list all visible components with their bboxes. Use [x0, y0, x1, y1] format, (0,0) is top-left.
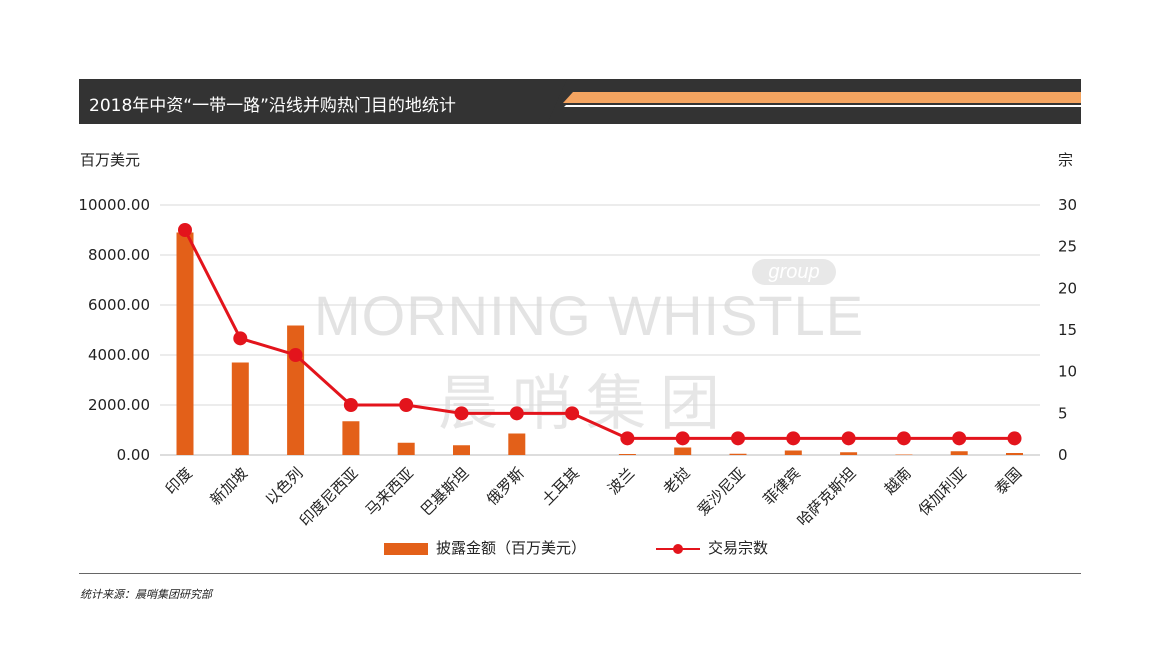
right-tick-label: 15: [1058, 321, 1077, 339]
right-axis-ticks: 0 5 10 15 20 25 30: [1058, 196, 1077, 464]
line-point: [952, 431, 967, 446]
bar: [176, 232, 194, 455]
category-label: 保加利亚: [915, 464, 970, 519]
left-tick-label: 0.00: [117, 446, 150, 464]
legend-line-label: 交易宗数: [708, 539, 769, 557]
bar: [950, 451, 968, 455]
line-point: [896, 431, 911, 446]
category-label: 菲律宾: [760, 464, 805, 509]
right-tick-label: 5: [1058, 404, 1068, 422]
legend-bar-label: 披露金额（百万美元）: [436, 539, 587, 557]
bar: [674, 447, 692, 455]
category-label: 印度: [162, 464, 196, 498]
legend-item-bar: 披露金额（百万美元）: [384, 537, 586, 558]
category-label: 哈萨克斯坦: [794, 464, 860, 530]
line-point: [399, 398, 414, 412]
right-tick-label: 10: [1058, 363, 1077, 381]
right-tick-label: 0: [1058, 446, 1068, 464]
right-tick-label: 20: [1058, 279, 1077, 297]
line-point: [509, 406, 524, 421]
category-label: 俄罗斯: [483, 464, 528, 509]
page-title: 2018年中资“一带一路”沿线并购热门目的地统计: [89, 96, 456, 116]
line-point: [343, 398, 358, 412]
bar: [1006, 453, 1023, 455]
left-tick-label: 6000.00: [88, 296, 150, 314]
category-label: 新加坡: [207, 464, 252, 509]
line-point: [675, 431, 690, 446]
bar: [508, 433, 526, 455]
title-accent-stripe: [547, 79, 1081, 124]
line-point: [620, 431, 635, 446]
accent-stripe-orange: [563, 92, 1081, 103]
line-point: [841, 431, 856, 446]
legend-line-swatch: [656, 542, 700, 556]
bar: [342, 421, 360, 455]
bar: [231, 362, 249, 455]
left-tick-label: 8000.00: [88, 246, 150, 264]
series-line: [183, 229, 1015, 440]
right-axis-unit: 宗: [1058, 151, 1074, 169]
line-series: [178, 223, 1022, 446]
category-label: 土耳其: [538, 464, 583, 509]
line-point: [565, 406, 580, 421]
line-point: [731, 431, 745, 446]
category-label: 印度尼西亚: [296, 464, 362, 530]
left-axis-ticks: 0.00 2000.00 4000.00 6000.00 8000.00 10000.00: [78, 196, 150, 464]
source-note: 统计来源：晨哨集团研究部: [80, 588, 212, 601]
category-label: 越南: [881, 464, 915, 498]
category-label: 波兰: [604, 464, 638, 498]
line-point: [288, 348, 303, 362]
left-axis-unit: 百万美元: [80, 151, 141, 169]
bar: [287, 325, 305, 455]
category-label: 以色列: [262, 464, 307, 509]
bar: [453, 445, 470, 455]
line-point: [233, 331, 248, 346]
bar-series: [176, 232, 1023, 455]
line-point: [178, 223, 192, 237]
line-point: [454, 406, 469, 421]
right-tick-label: 25: [1058, 238, 1077, 256]
left-tick-label: 2000.00: [88, 396, 150, 414]
bar: [895, 454, 913, 455]
line-point: [1007, 431, 1022, 446]
category-label: 爱沙尼亚: [694, 464, 749, 519]
bar: [840, 452, 858, 455]
category-label: 老挝: [660, 464, 694, 498]
line-point: [786, 431, 801, 446]
gridlines: [160, 204, 1040, 456]
bar: [618, 454, 636, 455]
left-tick-label: 10000.00: [78, 196, 150, 214]
category-label: 巴基斯坦: [417, 464, 472, 519]
bar: [397, 442, 415, 455]
bar: [784, 450, 802, 455]
accent-stripe-white: [564, 105, 1081, 107]
legend-bar-swatch: [384, 542, 428, 555]
category-label: 马来西亚: [362, 464, 417, 519]
title-bar: 2018年中资“一带一路”沿线并购热门目的地统计: [79, 79, 1081, 124]
legend-item-line: 交易宗数: [656, 537, 768, 558]
bar: [729, 453, 747, 455]
footer-divider: [79, 573, 1081, 574]
category-label: 泰国: [991, 464, 1025, 498]
left-tick-label: 4000.00: [88, 346, 150, 364]
right-tick-label: 30: [1058, 196, 1077, 214]
